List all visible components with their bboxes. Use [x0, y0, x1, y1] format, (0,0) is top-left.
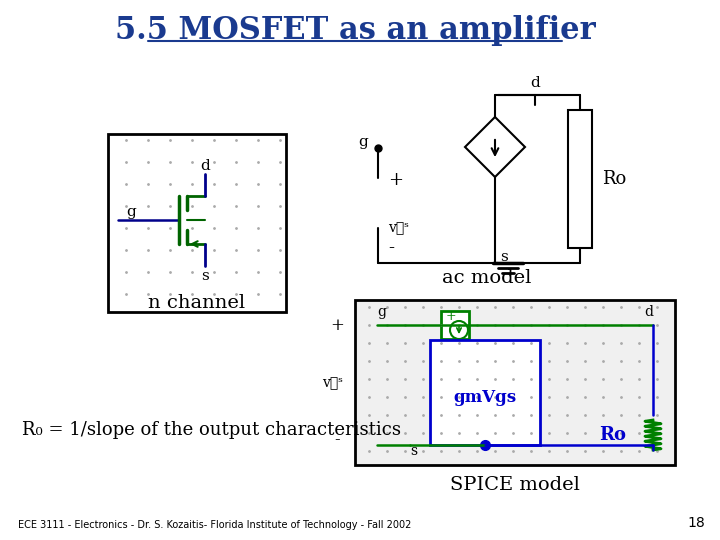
Text: ac model: ac model: [442, 269, 531, 287]
Text: 18: 18: [688, 516, 705, 530]
Bar: [568, 110, 592, 248]
Bar: [355, 300, 675, 465]
Text: g: g: [359, 135, 368, 149]
Text: +: +: [446, 310, 456, 323]
Polygon shape: [465, 117, 525, 177]
Text: d: d: [530, 76, 540, 90]
Text: Ro: Ro: [600, 426, 626, 444]
Text: ECE 3111 - Electronics - Dr. S. Kozaitis- Florida Institute of Technology - Fall: ECE 3111 - Electronics - Dr. S. Kozaitis…: [18, 520, 411, 530]
Text: vᵲˢ: vᵲˢ: [388, 221, 409, 235]
Text: g: g: [126, 205, 136, 219]
Text: +: +: [330, 316, 344, 334]
Text: n channel: n channel: [148, 294, 246, 312]
Text: -: -: [388, 239, 394, 257]
Text: s: s: [500, 250, 508, 264]
Text: d: d: [200, 159, 210, 173]
Text: 5.5 MOSFET as an amplifier: 5.5 MOSFET as an amplifier: [114, 15, 595, 45]
Bar: [108, 134, 286, 312]
Text: s: s: [201, 269, 209, 283]
Bar: [441, 311, 469, 339]
Text: R₀ = 1/slope of the output characteristics: R₀ = 1/slope of the output characteristi…: [22, 421, 401, 439]
Text: +: +: [388, 171, 403, 189]
Text: s: s: [410, 444, 417, 458]
Bar: [430, 340, 540, 445]
Text: vᵲˢ: vᵲˢ: [323, 376, 343, 390]
Text: Ro: Ro: [602, 170, 626, 188]
Text: -: -: [334, 431, 340, 449]
Text: gmVgs: gmVgs: [454, 389, 516, 407]
Text: g: g: [377, 305, 386, 319]
Text: SPICE model: SPICE model: [450, 476, 580, 494]
Text: d: d: [644, 305, 653, 319]
